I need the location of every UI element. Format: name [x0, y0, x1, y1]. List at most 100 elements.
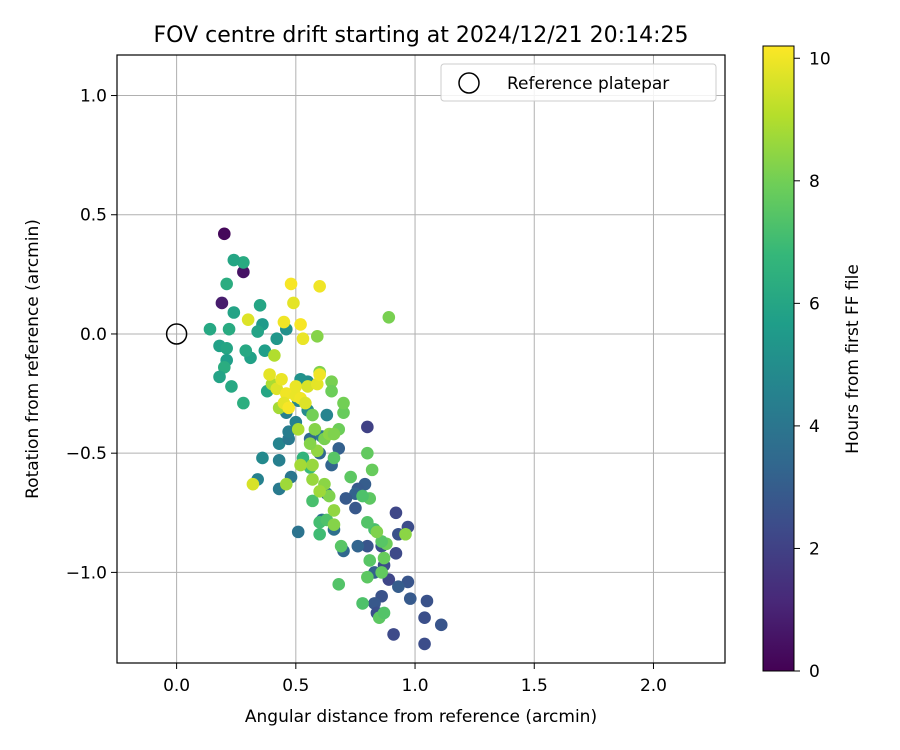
legend: Reference platepar [440, 63, 717, 102]
data-point [389, 506, 403, 520]
data-point [401, 575, 415, 589]
data-point [356, 597, 369, 610]
data-point [258, 344, 272, 357]
data-point [325, 375, 338, 388]
x-tick-label: 2.0 [640, 676, 667, 696]
data-point [327, 427, 341, 441]
data-point [356, 489, 369, 503]
data-point [241, 313, 255, 326]
data-point [363, 554, 377, 567]
y-tick-label: −1.0 [66, 563, 107, 583]
data-point [220, 341, 233, 355]
data-point [289, 380, 303, 393]
y-tick-label: 1.0 [80, 87, 107, 107]
data-point [222, 322, 236, 336]
data-point [327, 451, 341, 465]
data-point [215, 296, 229, 310]
x-tick-label: 0.0 [163, 676, 190, 696]
data-point [387, 628, 400, 641]
data-point [313, 527, 326, 541]
data-point [377, 551, 391, 565]
data-point [349, 501, 362, 515]
y-axis: 1.0 0.5 0.0 −0.5 −1.0 [66, 87, 117, 583]
data-point [375, 566, 388, 579]
grid [117, 55, 725, 663]
reference-platepar-marker [165, 323, 188, 345]
data-point [306, 408, 319, 422]
x-tick-label: 1.5 [521, 676, 548, 696]
data-point [361, 539, 374, 553]
data-point [344, 470, 357, 484]
plot-area [116, 54, 726, 664]
data-point [339, 492, 353, 505]
data-point [246, 477, 260, 491]
data-point [220, 277, 233, 291]
data-point [237, 265, 250, 279]
chart-title: FOV centre drift starting at 2024/12/21 … [154, 23, 689, 48]
data-point [270, 382, 284, 396]
data-point [337, 396, 350, 410]
data-point [291, 423, 305, 436]
data-point [313, 368, 326, 381]
data-point [303, 437, 317, 450]
data-point [332, 442, 346, 455]
data-point [227, 253, 241, 267]
data-point [351, 539, 365, 553]
data-point [263, 368, 276, 381]
colorbar-label: Hours from first FF file [843, 264, 863, 454]
colorbar-tick-label: 6 [809, 294, 820, 314]
data-point [332, 578, 346, 591]
data-point [313, 279, 326, 293]
data-point [299, 396, 312, 410]
data-point [284, 277, 298, 291]
data-point [282, 425, 295, 439]
colorbar: 0 2 4 6 8 10 Hours from first FF file [762, 45, 863, 682]
data-point [253, 299, 267, 312]
legend-marker [458, 72, 480, 94]
colorbar-tick-label: 8 [809, 172, 820, 192]
data-point [308, 423, 322, 436]
data-point [368, 597, 381, 610]
data-point [313, 485, 326, 498]
plot-frame [116, 54, 726, 664]
data-point [279, 387, 293, 400]
x-axis-label: Angular distance from reference (arcmin) [245, 707, 597, 727]
data-point [225, 380, 238, 393]
legend-box [440, 63, 717, 102]
data-point [399, 527, 412, 541]
x-tick-label: 0.5 [282, 676, 309, 696]
data-point [337, 406, 350, 419]
data-point [282, 401, 295, 415]
data-point [251, 325, 264, 338]
data-point [287, 296, 300, 310]
data-point [213, 370, 226, 384]
data-point [392, 580, 405, 594]
data-point [310, 330, 324, 343]
data-point [272, 437, 286, 450]
data-point [227, 306, 241, 319]
data-point [377, 606, 391, 620]
data-point [275, 372, 288, 386]
y-tick-label: −0.5 [66, 444, 107, 464]
x-tick-label: 1.0 [402, 676, 429, 696]
scatter-points [203, 227, 448, 651]
data-point [434, 618, 448, 632]
data-point [361, 570, 374, 584]
data-point [301, 380, 315, 393]
data-point [217, 227, 231, 241]
data-point [272, 454, 286, 467]
colorbar-tick-label: 4 [809, 417, 820, 437]
data-point [237, 396, 250, 410]
data-point [217, 361, 231, 374]
data-point [291, 525, 305, 539]
data-point [389, 547, 403, 560]
data-point [418, 637, 431, 651]
data-point [203, 322, 217, 336]
reference-point [165, 323, 188, 345]
data-point [327, 504, 341, 517]
data-point [382, 310, 396, 324]
data-point [418, 611, 431, 624]
data-point [268, 349, 281, 362]
data-point [325, 384, 338, 398]
legend-entry-label: Reference platepar [507, 74, 669, 94]
